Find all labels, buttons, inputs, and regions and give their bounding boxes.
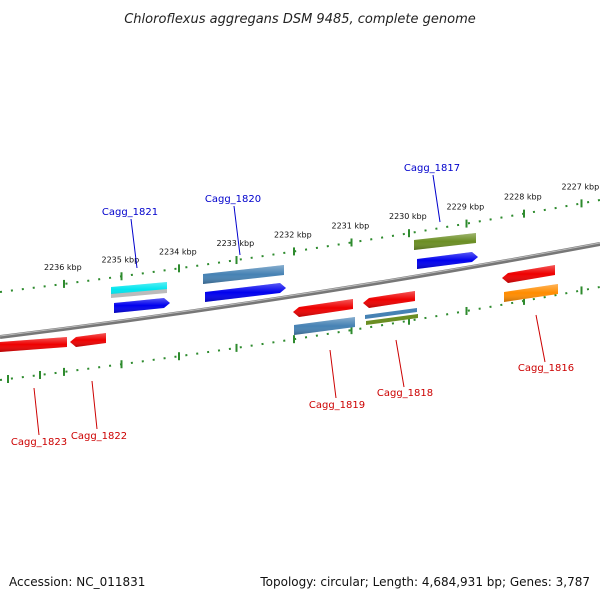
scale-label: 2228 kbp	[504, 193, 542, 202]
cagg-1820-gene-shade	[205, 283, 286, 302]
scale-label: 2235 kbp	[102, 255, 140, 264]
cagg-1817-track-feature	[414, 233, 476, 250]
cagg-1817-leader-line	[432, 174, 441, 223]
cagg-1821-gene	[114, 298, 170, 313]
cagg-1818-track-feature-2	[366, 314, 418, 325]
cagg-1821-gene-shade	[114, 298, 170, 313]
cagg-1819-gene	[293, 299, 353, 317]
cagg-1816-track-feature	[504, 284, 558, 302]
cagg-1820-track-feature-shade	[203, 265, 284, 284]
scale-labels: 2236 kbp 2235 kbp 2234 kbp 2233 kbp 2232 kbp…	[44, 182, 599, 272]
cagg-1816-track-feature-shade	[504, 284, 558, 302]
cagg-1820-leader-line	[233, 205, 241, 256]
genome-backbone	[0, 242, 600, 339]
genome-backbone-highlight	[0, 242, 600, 337]
cagg-1817-gene	[417, 252, 478, 269]
cagg-1822-label: Cagg_1822	[71, 431, 127, 442]
cagg-1819-label: Cagg_1819	[309, 400, 365, 411]
cagg-1816-leader-line	[535, 314, 546, 363]
cagg-1817-label: Cagg_1817	[404, 163, 460, 174]
cagg-1823-label: Cagg_1823	[11, 437, 67, 448]
accession-text: Accession: NC_011831	[9, 575, 145, 589]
scale-label: 2233 kbp	[217, 239, 255, 248]
cagg-1823-leader-line	[33, 387, 40, 436]
scale-label: 2231 kbp	[332, 221, 370, 230]
cagg-1819-track-feature-shade	[294, 317, 355, 335]
cagg-1820-label: Cagg_1820	[205, 194, 261, 205]
genome-stats-text: Topology: circular; Length: 4,684,931 bp…	[259, 575, 590, 589]
major-ticks	[7, 199, 583, 384]
scale-label: 2230 kbp	[389, 212, 427, 221]
cagg-1821-track-underline	[111, 289, 167, 298]
cagg-1817-gene-shade	[417, 252, 478, 269]
gene-labels: Cagg_1821 Cagg_1820 Cagg_1817 Cagg_1823 Cagg…	[11, 163, 574, 448]
cagg-1821-label: Cagg_1821	[102, 207, 158, 218]
feature-tracks	[0, 233, 558, 352]
cagg-1818-gene	[363, 291, 415, 308]
cagg-1819-gene-shade	[293, 299, 353, 317]
cagg-1823-gene-shade	[0, 337, 67, 352]
cagg-1820-gene	[205, 283, 286, 302]
cagg-1816-gene-shade	[502, 265, 555, 283]
cagg-1817-track-feature-shade	[414, 233, 476, 250]
cagg-1818-gene-shade	[363, 291, 415, 308]
map-title: Chloroflexus aggregans DSM 9485, complet…	[124, 12, 476, 27]
cagg-1823-gene	[0, 337, 67, 352]
cagg-1821-leader-line	[130, 218, 138, 269]
scale-label: 2227 kbp	[562, 182, 600, 191]
scale-label: 2229 kbp	[447, 203, 485, 212]
cagg-1816-label: Cagg_1816	[518, 363, 574, 374]
cagg-1816-gene	[502, 265, 555, 283]
cagg-1822-gene-shade	[70, 333, 106, 347]
cagg-1819-leader-line	[329, 349, 337, 399]
cagg-1820-track-feature	[203, 265, 284, 284]
cagg-1819-track-feature	[294, 317, 355, 335]
cagg-1818-label: Cagg_1818	[377, 388, 433, 399]
scale-label: 2232 kbp	[274, 230, 312, 239]
cagg-1822-leader-line	[91, 380, 98, 430]
cagg-1818-leader-line	[395, 339, 405, 388]
scale-label: 2236 kbp	[44, 263, 82, 272]
scale-label: 2234 kbp	[159, 247, 197, 256]
cagg-1822-gene	[70, 333, 106, 347]
cagg-1818-track-feature	[365, 308, 417, 319]
